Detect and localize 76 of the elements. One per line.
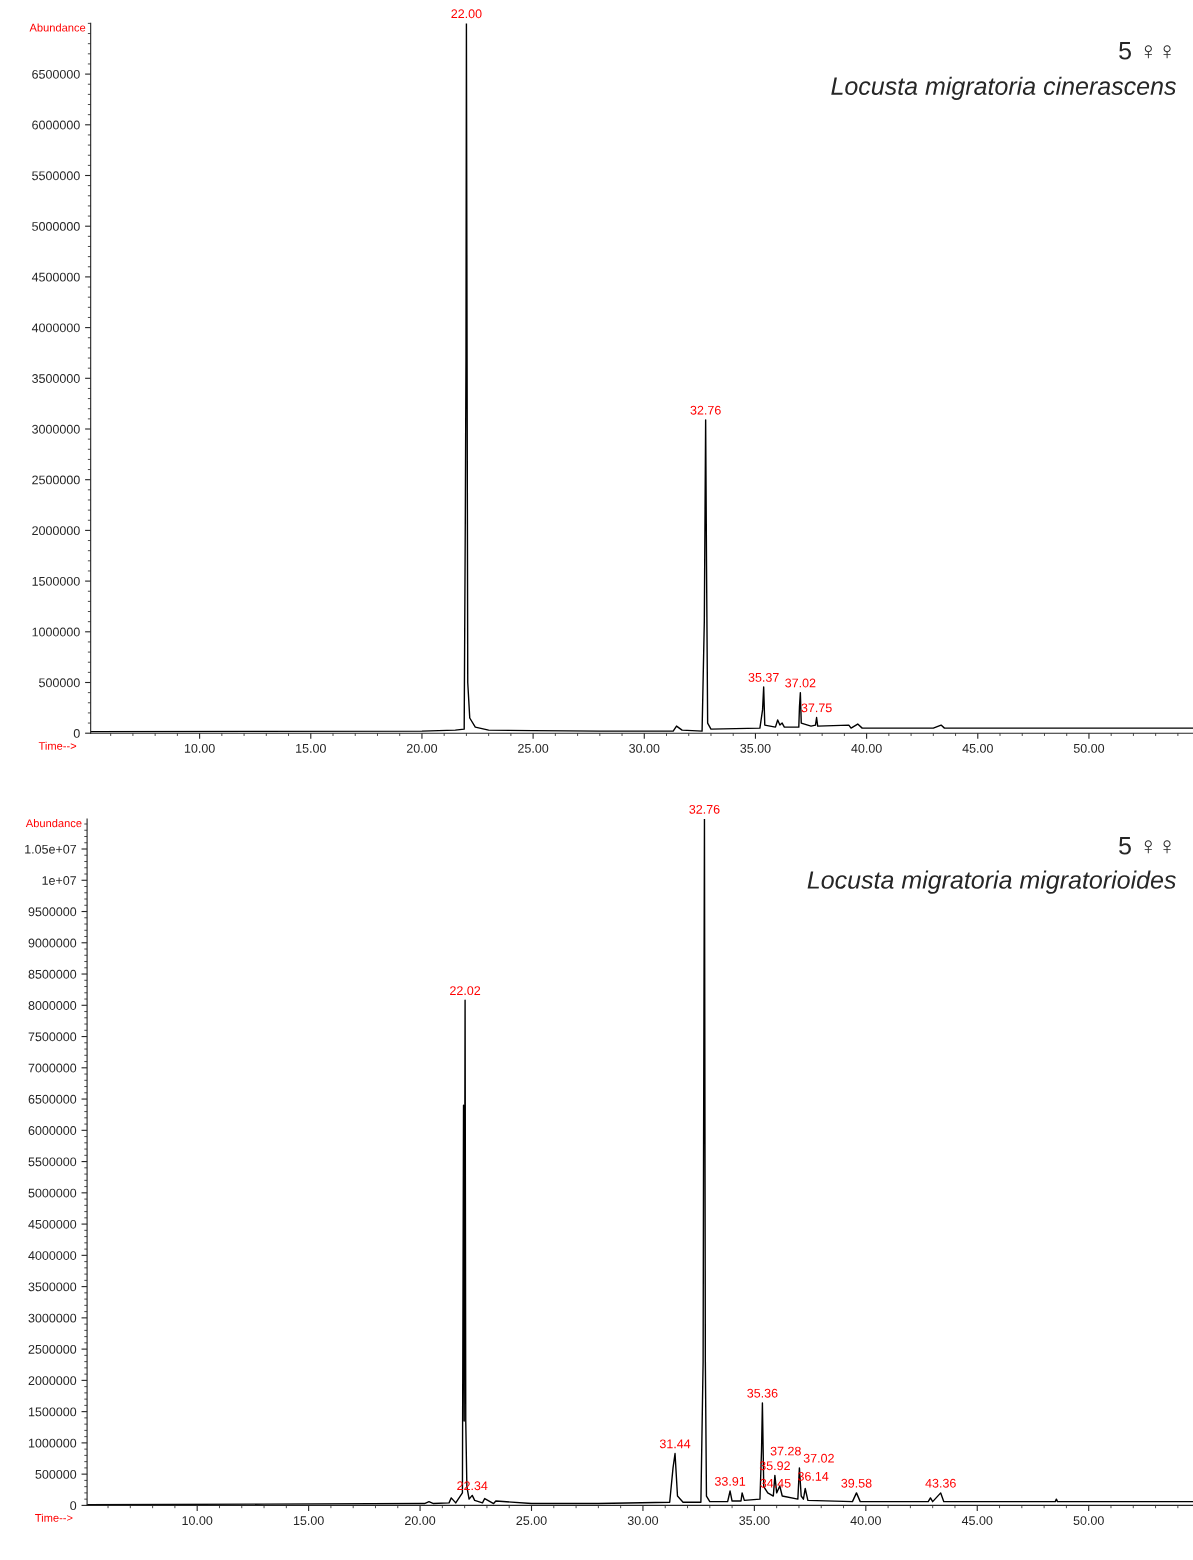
annotation: 37.75 [801,703,832,713]
y-tick-label: 5000000 [28,1188,77,1198]
y-tick-label: 8000000 [28,1001,77,1010]
annotation: 37.02 [803,1453,834,1463]
x-axis-title: Time--> [35,1513,73,1522]
y-tick-label: 4500000 [28,1219,77,1229]
x-tick-label: 25.00 [518,743,549,753]
x-tick-label: 25.00 [516,1516,547,1525]
x-tick-label: 20.00 [406,743,438,753]
x-tick-label: 40.00 [850,1516,881,1525]
y-tick-label: 2000000 [32,526,80,536]
y-tick-label: 1000000 [32,627,80,637]
y-tick-label: 9500000 [28,907,77,917]
y-tick-label: 5000000 [32,222,80,231]
x-tick-label: 30.00 [627,1516,659,1525]
annotation: Locusta migratoria cinerascens [831,76,1176,100]
annotation: 32.76 [690,405,721,415]
annotation: 22.02 [450,986,481,996]
y-tick-label: 0 [73,729,80,738]
y-tick-label: 1000000 [28,1438,77,1448]
y-tick-label: 2500000 [28,1344,77,1354]
annotation: 37.02 [785,678,816,688]
annotation: 39.58 [841,1478,872,1488]
x-tick-label: 50.00 [1073,743,1105,753]
x-tick-label: 35.00 [740,743,771,753]
annotation: 37.28 [770,1446,801,1456]
annotation: 33.91 [714,1476,746,1486]
annotation: 43.36 [925,1478,956,1488]
annotation: 5 ♀♀ [1119,837,1171,855]
x-tick-label: 50.00 [1073,1516,1104,1525]
x-tick-label: 15.00 [293,1516,324,1525]
y-tick-label: 3500000 [32,374,80,383]
x-tick-label: 30.00 [629,743,660,753]
y-tick-label: 7500000 [28,1032,77,1042]
x-tick-label: 15.00 [296,743,326,753]
y-tick-label: 8500000 [28,969,77,979]
y-tick-label: 5500000 [28,1157,77,1167]
annotation: Locusta migratoria migratorioides [807,870,1176,894]
y-tick-label: 9000000 [28,938,77,948]
y-tick-label: 2000000 [28,1376,77,1386]
annotation: 35.36 [747,1388,778,1398]
x-tick-label: 35.00 [739,1516,770,1525]
y-tick-label: 500000 [39,678,80,688]
y-tick-label: 6000000 [32,120,80,130]
y-tick-label: 7000000 [28,1063,77,1073]
x-tick-label: 10.00 [184,743,215,753]
y-tick-label: 4000000 [31,323,80,333]
y-axis-title: Abundance [29,23,86,32]
y-tick-label: 3500000 [28,1282,77,1292]
y-tick-label: 500000 [35,1469,77,1479]
x-tick-label: 10.00 [182,1516,213,1525]
y-tick-label: 4000000 [28,1251,77,1260]
y-tick-label: 2500000 [32,475,80,485]
y-tick-label: 1e+07 [42,876,77,885]
annotation: 32.76 [689,804,720,814]
y-tick-label: 6000000 [28,1126,77,1135]
annotation: 5 ♀♀ [1119,42,1171,60]
y-tick-label: 6500000 [28,1094,77,1104]
x-tick-label: 45.00 [961,1516,993,1525]
x-tick-label: 20.00 [405,1516,436,1525]
y-tick-label: 0 [70,1501,77,1511]
x-tick-label: 40.00 [851,743,882,753]
x-axis-title: Time--> [38,741,77,750]
y-tick-label: 1500000 [32,576,80,586]
x-tick-label: 45.00 [962,743,993,753]
y-tick-label: 6500000 [32,69,80,79]
y-tick-label: 3000000 [28,1313,77,1323]
y-tick-label: 5500000 [32,171,80,181]
y-tick-label: 4500000 [31,272,80,282]
annotation: 35.37 [748,672,779,682]
y-tick-label: 3000000 [32,424,80,434]
annotation: 22.00 [451,9,482,19]
y-axis-title: Abundance [25,819,82,828]
y-tick-label: 1500000 [28,1407,77,1417]
annotation: 31.44 [659,1439,691,1449]
y-tick-label: 1.05e+07 [25,844,77,854]
